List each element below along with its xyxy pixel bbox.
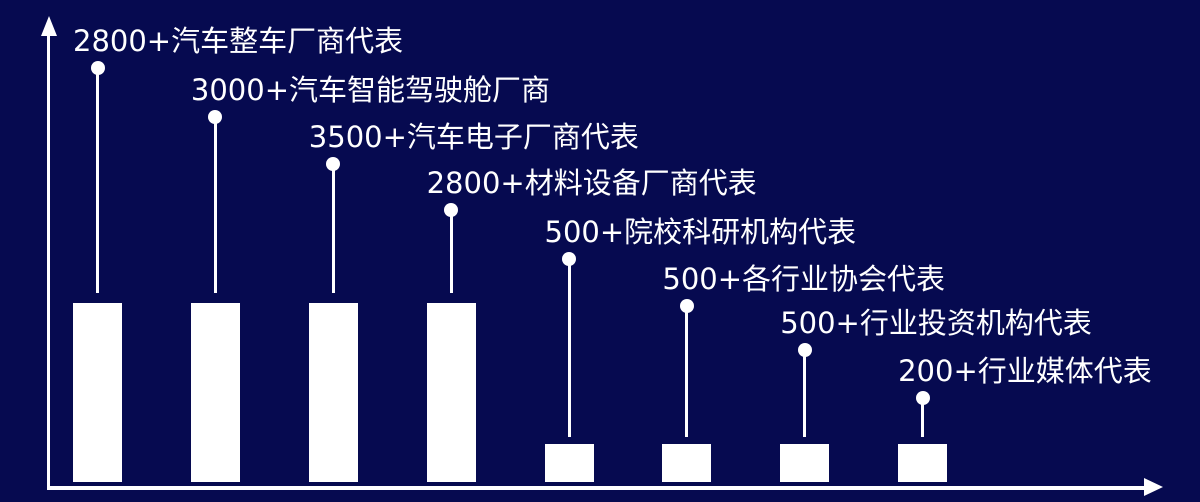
bar [662,444,712,482]
bar [780,444,830,482]
bar [190,303,240,482]
bar-annotation-label: 3500+汽车电子厂商代表 [308,120,639,154]
bar [898,444,948,482]
lollipop-stem [96,68,99,293]
bar [73,303,122,482]
bar-annotation-label: 2800+材料设备厂商代表 [426,166,757,200]
bar-annotation-label: 500+行业投资机构代表 [780,306,1092,340]
lollipop-stem [331,164,335,293]
bar-annotation-label: 3000+汽车智能驾驶舱厂商 [190,73,550,107]
y-axis [47,34,50,490]
lollipop-stem [803,350,807,437]
bar [426,303,476,482]
bar-annotation-label: 200+行业媒体代表 [898,354,1152,388]
bar [544,444,594,482]
x-axis [47,486,1145,490]
bar-annotation-label: 500+院校科研机构代表 [544,215,857,249]
y-axis-arrow-icon [41,16,57,36]
lollipop-stem [213,117,217,293]
x-axis-arrow-icon [1144,478,1163,496]
lollipop-stem [449,210,453,293]
bar-annotation-label: 500+各行业协会代表 [662,262,946,296]
lollipop-stem [685,306,689,437]
lollipop-stem [567,259,571,437]
lollipop-stem [921,398,925,437]
bar-annotation-label: 2800+汽车整车厂商代表 [73,24,404,58]
bar [308,303,358,482]
